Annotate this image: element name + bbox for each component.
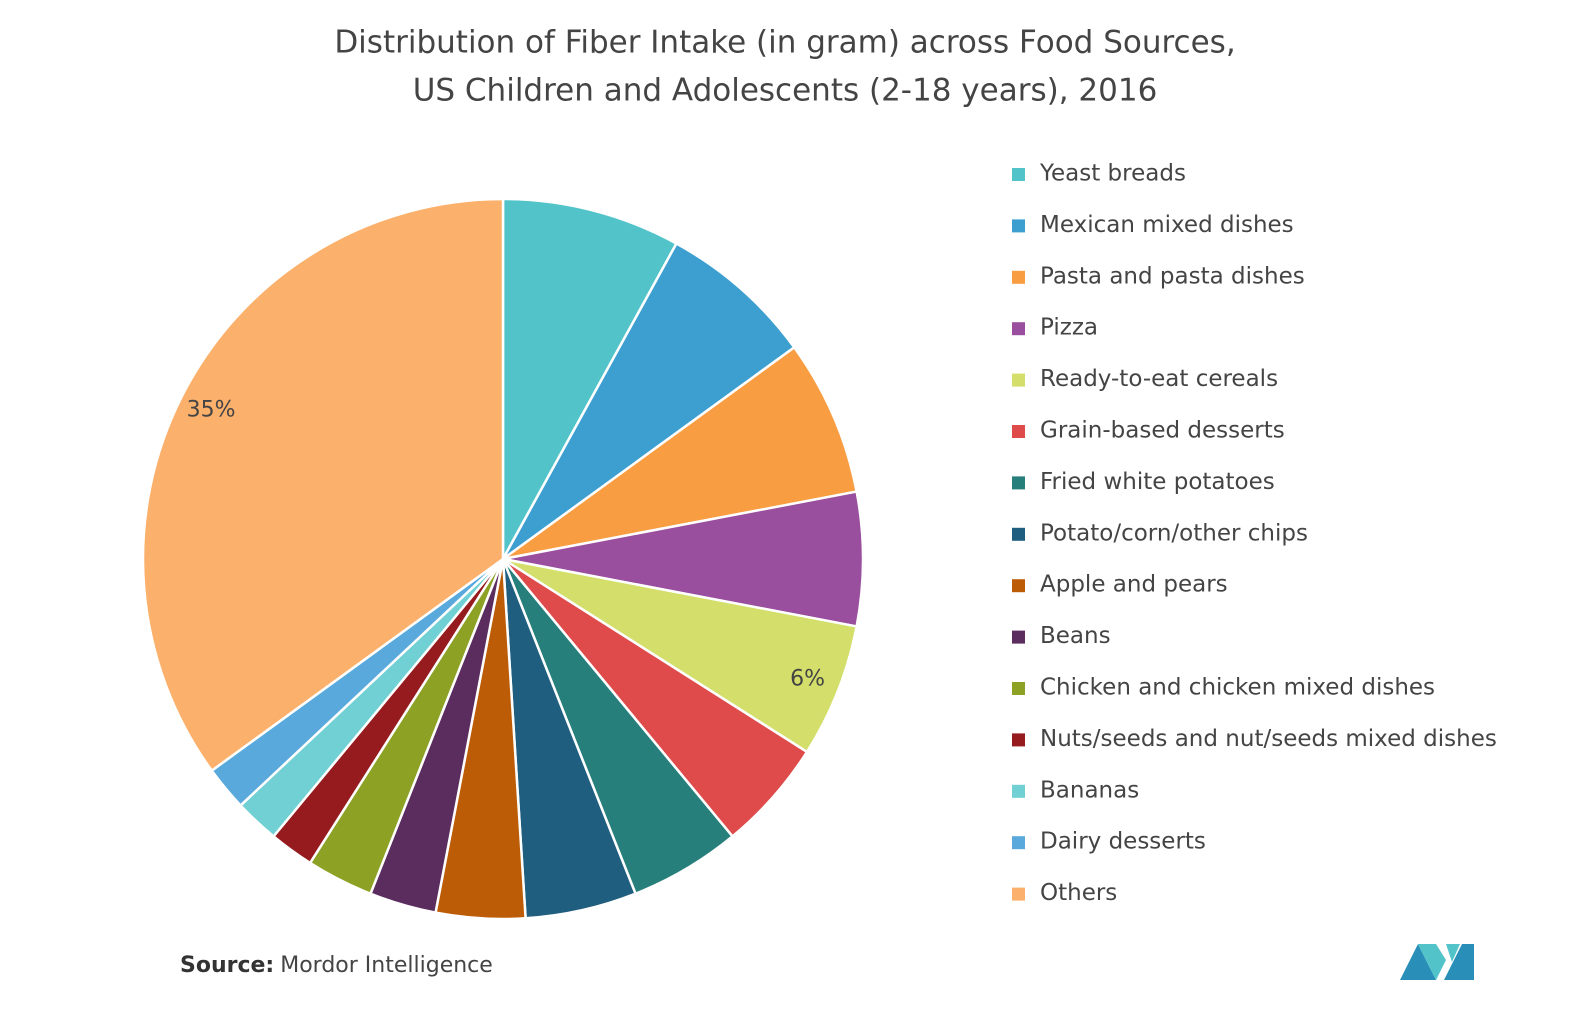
legend-swatch xyxy=(1012,219,1025,233)
legend-label: Nuts/seeds and nut/seeds mixed dishes xyxy=(1040,726,1497,752)
legend-swatch xyxy=(1012,784,1025,798)
logo xyxy=(1400,944,1474,980)
legend-label: Mexican mixed dishes xyxy=(1040,212,1294,238)
legend-swatch xyxy=(1012,733,1025,747)
value-label: 6% xyxy=(790,667,825,692)
legend-swatch xyxy=(1012,322,1025,336)
legend-swatch xyxy=(1012,682,1025,695)
source-text: Mordor Intelligence xyxy=(280,953,493,978)
legend-swatch xyxy=(1012,887,1025,901)
legend-swatch xyxy=(1012,168,1025,181)
legend-label: Bananas xyxy=(1040,777,1139,803)
chart-title: Distribution of Fiber Intake (in gram) a… xyxy=(334,25,1235,61)
pie-slice xyxy=(502,490,865,628)
legend-swatch xyxy=(1012,579,1025,593)
legend-label: Ready-to-eat cereals xyxy=(1040,366,1278,392)
legend-label: Potato/corn/other chips xyxy=(1040,520,1308,546)
legend-label: Pasta and pasta dishes xyxy=(1040,263,1305,289)
legend-label: Yeast breads xyxy=(1039,161,1186,187)
legend-label: Chicken and chicken mixed dishes xyxy=(1040,675,1435,701)
legend-swatch xyxy=(1012,476,1025,490)
legend-label: Pizza xyxy=(1040,315,1098,341)
legend-swatch xyxy=(1012,373,1025,387)
legend-label: Apple and pears xyxy=(1040,572,1228,598)
pie-slice xyxy=(501,241,796,561)
chart-subtitle: US Children and Adolescents (2-18 years)… xyxy=(413,73,1158,109)
pie-slice xyxy=(502,557,859,754)
value-label: 35% xyxy=(187,397,236,422)
pie-slice xyxy=(502,345,859,561)
legend-swatch xyxy=(1012,270,1025,284)
legend-swatch xyxy=(1012,630,1025,644)
legend-label: Grain-based desserts xyxy=(1040,418,1285,444)
source: Source: Mordor Intelligence xyxy=(180,953,493,978)
pie-slice xyxy=(501,197,679,560)
legend-label: Beans xyxy=(1040,623,1111,649)
pie-slice xyxy=(141,197,505,773)
legend-swatch xyxy=(1012,836,1025,850)
legend-label: Fried white potatoes xyxy=(1040,469,1275,495)
legend-label: Dairy desserts xyxy=(1040,829,1206,855)
legend-label: Others xyxy=(1040,880,1117,906)
legend-swatch xyxy=(1012,425,1025,438)
legend-swatch xyxy=(1012,527,1025,541)
source-label: Source: xyxy=(180,953,274,978)
